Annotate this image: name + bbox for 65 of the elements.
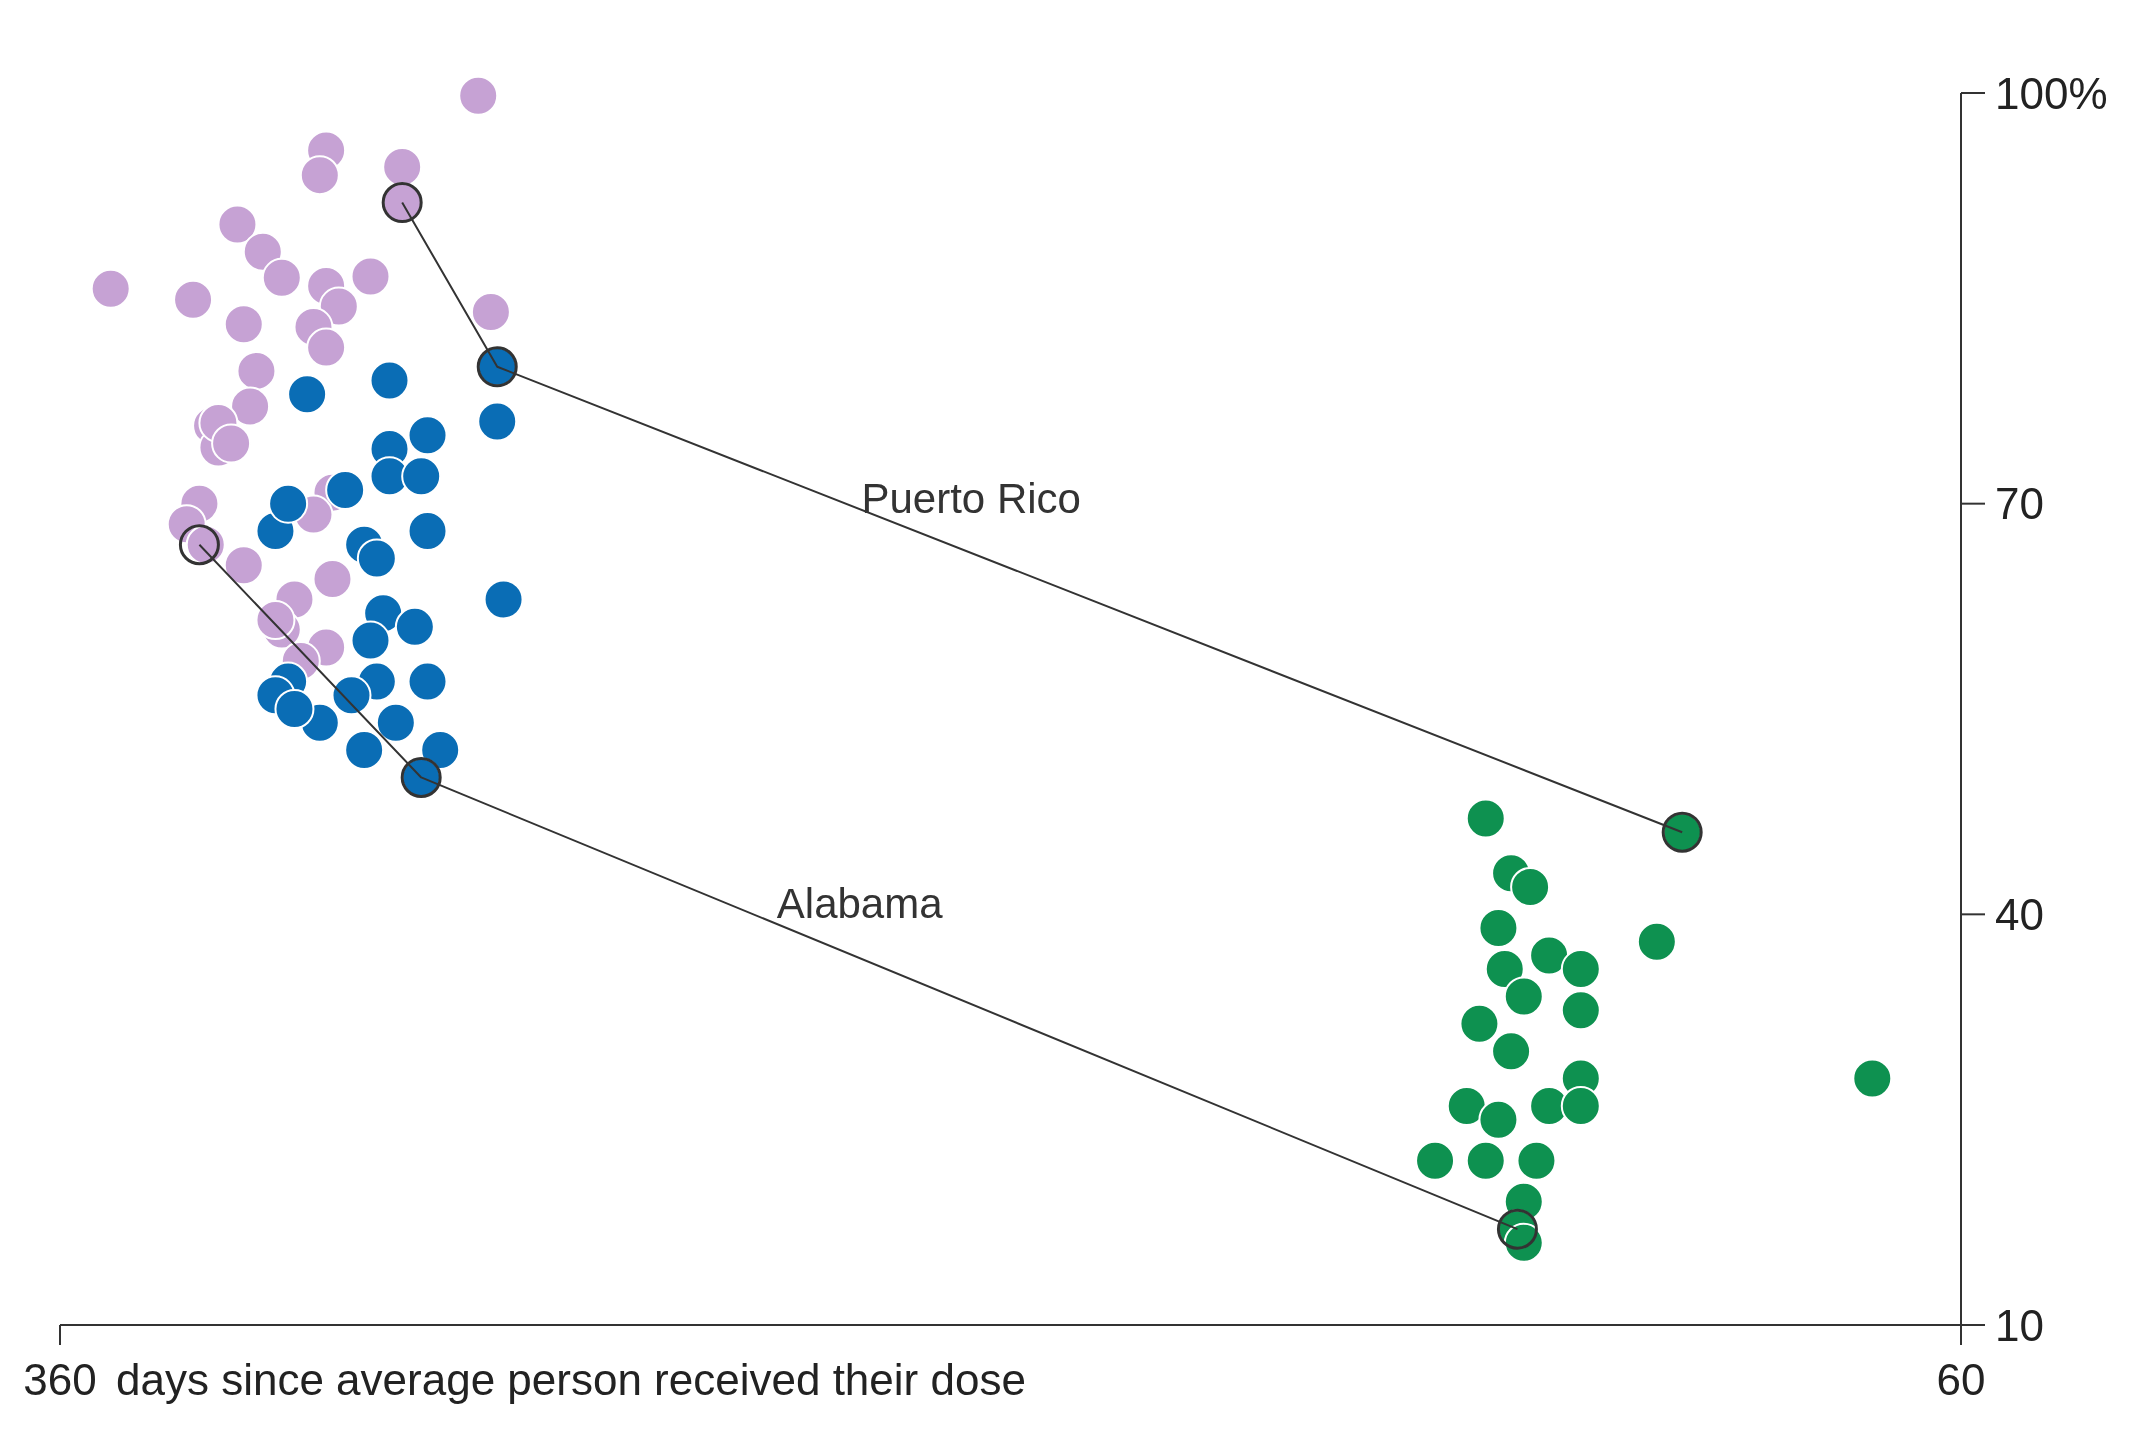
point <box>331 675 372 716</box>
point <box>401 456 442 497</box>
point <box>1459 1003 1500 1044</box>
point <box>1560 949 1601 990</box>
x-tick-label: 360 <box>23 1355 97 1404</box>
x-tick-label: 60 <box>1936 1355 1986 1404</box>
y-tick-label: 70 <box>1995 479 2044 529</box>
point <box>1516 1140 1557 1181</box>
point <box>173 279 214 320</box>
point <box>1484 949 1525 990</box>
point <box>223 304 264 345</box>
point <box>350 256 391 297</box>
point <box>1465 798 1506 839</box>
point <box>223 545 264 586</box>
point <box>287 374 328 415</box>
point <box>1478 908 1519 949</box>
point <box>350 620 391 661</box>
point <box>483 579 524 620</box>
point <box>255 600 296 641</box>
point <box>369 360 410 401</box>
point <box>420 730 461 771</box>
point <box>274 689 315 729</box>
series-label: Puerto Rico <box>861 474 1081 522</box>
x-axis-title: days since average person received their dose <box>116 1355 1026 1404</box>
point <box>1510 866 1551 907</box>
point <box>268 483 309 524</box>
point <box>236 350 277 391</box>
point <box>90 268 131 309</box>
point <box>1415 1140 1456 1181</box>
point <box>299 155 340 196</box>
point <box>217 204 258 245</box>
point <box>1560 1085 1601 1126</box>
point <box>344 730 385 771</box>
series-label: Alabama <box>776 880 944 928</box>
point <box>318 286 359 327</box>
point <box>356 538 397 579</box>
point <box>230 386 271 427</box>
point <box>470 292 511 333</box>
point <box>1465 1140 1506 1181</box>
y-tick-label: 10 <box>1995 1300 2044 1350</box>
point <box>1529 935 1570 976</box>
point <box>1446 1085 1487 1126</box>
point <box>211 423 252 464</box>
point <box>375 702 416 743</box>
point <box>1503 976 1544 1017</box>
point <box>407 511 448 552</box>
point <box>1636 921 1677 962</box>
y-tick-label: 40 <box>1995 889 2044 939</box>
point <box>1491 1031 1532 1072</box>
point <box>394 606 435 647</box>
point <box>382 146 423 187</box>
point <box>261 257 302 298</box>
point <box>1478 1099 1519 1140</box>
point <box>477 401 518 442</box>
point <box>407 415 448 456</box>
point <box>1852 1058 1893 1099</box>
point <box>242 231 283 272</box>
point <box>312 558 353 599</box>
point <box>325 469 366 510</box>
y-tick-label: 100% <box>1995 68 2108 118</box>
point <box>407 661 448 702</box>
point <box>1560 990 1601 1031</box>
point <box>178 524 220 566</box>
point <box>306 327 347 368</box>
point <box>458 75 499 116</box>
